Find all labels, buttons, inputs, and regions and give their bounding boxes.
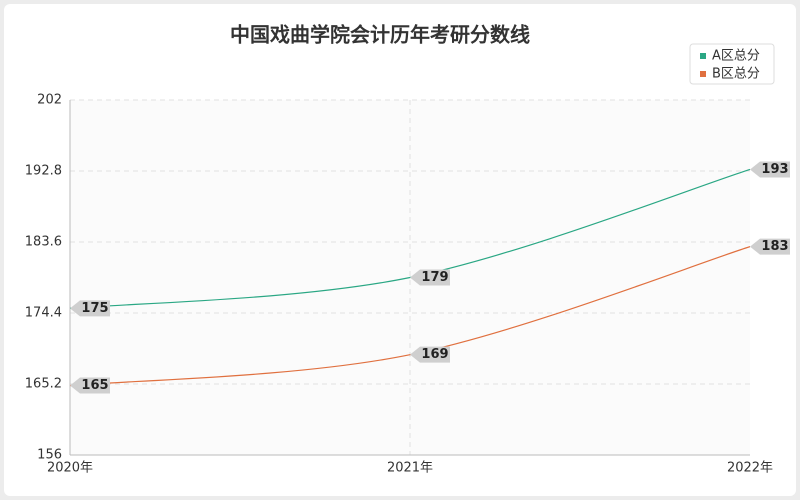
y-tick-label: 174.4	[25, 306, 62, 321]
y-tick-label: 183.6	[25, 235, 62, 250]
x-tick-label: 2022年	[727, 461, 773, 476]
data-label-tag	[70, 377, 110, 394]
legend-box	[689, 43, 775, 85]
x-tick-label: 2020年	[47, 461, 93, 476]
y-tick-label: 192.8	[25, 164, 62, 179]
data-label: 179	[421, 270, 448, 285]
data-label: 175	[81, 301, 108, 316]
y-tick-label: 165.2	[25, 377, 62, 392]
data-label-tag	[750, 238, 790, 255]
data-label: 183	[761, 239, 788, 254]
legend-label: A区总分	[712, 49, 760, 64]
data-label: 169	[421, 347, 448, 362]
data-label: 193	[761, 162, 788, 177]
x-tick-label: 2021年	[387, 461, 433, 476]
data-label-tag	[410, 346, 450, 363]
data-label-tag	[750, 161, 790, 178]
legend-label: B区总分	[712, 67, 760, 82]
legend-swatch	[700, 71, 706, 77]
data-label: 165	[81, 378, 108, 393]
line	[69, 246, 751, 387]
y-tick-label: 202	[37, 93, 62, 108]
data-label-tag	[410, 269, 450, 286]
data-label-tag	[70, 300, 110, 317]
chart-title: 中国戏曲学院会计历年考研分数线	[230, 23, 530, 47]
legend-swatch	[700, 53, 706, 59]
y-tick-label: 156	[37, 448, 62, 463]
